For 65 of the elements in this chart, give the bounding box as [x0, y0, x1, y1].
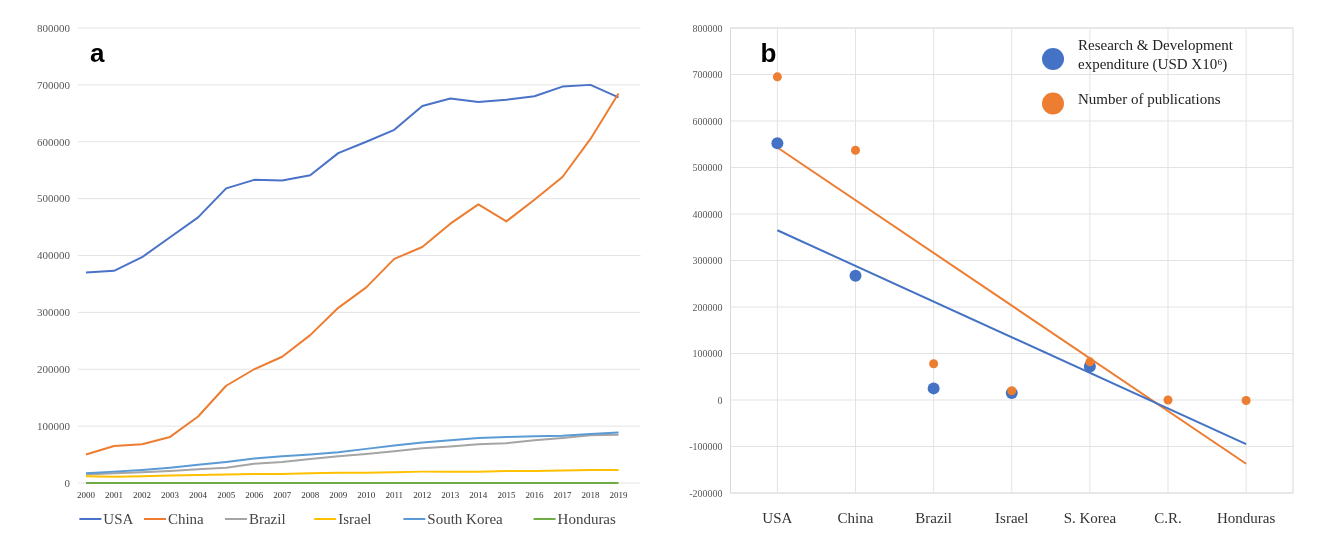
- annotation: b: [760, 38, 777, 68]
- x-tick-label: 2003: [161, 490, 180, 500]
- x-tick-label: Israel: [995, 510, 1029, 526]
- y-tick-label: -100000: [689, 441, 723, 452]
- y-tick-label: 700000: [37, 78, 71, 91]
- x-tick-label: 2015: [497, 490, 516, 500]
- point: [927, 382, 940, 395]
- x-tick-label: Brazil: [915, 510, 952, 526]
- x-tick-label: 2000: [77, 490, 96, 500]
- y-tick-label: 800000: [37, 21, 71, 34]
- y-tick-label: 300000: [692, 255, 723, 266]
- y-tick-label: 600000: [37, 135, 71, 148]
- x-tick-label: 2007: [273, 490, 292, 500]
- x-tick-label: 2011: [385, 490, 404, 500]
- x-tick-label: Honduras: [1216, 510, 1276, 526]
- x-tick-label: USA: [762, 510, 793, 526]
- y-tick-label: 400000: [37, 249, 71, 262]
- annotation: a: [90, 38, 105, 68]
- y-tick-label: 800000: [692, 22, 723, 34]
- x-tick-label: 2012: [413, 490, 432, 500]
- y-tick-label: -200000: [689, 487, 723, 499]
- point: [771, 137, 784, 150]
- y-tick-label: 500000: [37, 192, 71, 205]
- x-tick-label: 2009: [329, 490, 348, 500]
- point: [1085, 357, 1095, 367]
- y-tick-label: 700000: [692, 69, 723, 80]
- x-tick-label: 2001: [105, 490, 124, 500]
- x-tick-label: 2013: [441, 490, 460, 500]
- y-tick-label: 0: [717, 394, 723, 406]
- y-tick-label: 300000: [37, 306, 71, 319]
- x-tick-label: 2005: [217, 490, 236, 500]
- x-tick-label: China: [837, 510, 874, 526]
- y-tick-label: 0: [64, 476, 71, 489]
- y-tick-label: 400000: [692, 208, 723, 220]
- point: [849, 269, 862, 282]
- x-tick-label: S. Korea: [1063, 510, 1117, 526]
- y-tick-label: 200000: [692, 301, 723, 313]
- x-tick-label: C.R.: [1154, 510, 1182, 526]
- x-tick-label: 2017: [553, 490, 572, 500]
- y-tick-label: 200000: [37, 363, 71, 376]
- point: [1241, 395, 1251, 405]
- point: [1007, 386, 1017, 396]
- legend-label: Research & Development expenditure (USD X10⁶): [1078, 37, 1234, 73]
- point: [1163, 395, 1173, 405]
- x-tick-label: 2018: [581, 490, 600, 500]
- x-tick-label: 2014: [469, 490, 488, 500]
- legend-label: Number of publications: [1078, 91, 1221, 107]
- line-series: [85, 92, 620, 456]
- x-tick-label: 2010: [357, 490, 376, 500]
- x-tick-label: 2002: [133, 490, 152, 500]
- y-tick-label: 100000: [692, 348, 723, 359]
- x-tick-label: 2006: [245, 490, 264, 500]
- x-tick-label: 2008: [301, 490, 320, 500]
- line-series: [85, 468, 620, 478]
- x-tick-label: 2019: [609, 490, 628, 500]
- y-tick-label: 600000: [692, 115, 723, 127]
- point: [772, 72, 782, 82]
- point: [929, 359, 939, 369]
- point: [851, 145, 860, 155]
- line-series: [85, 83, 620, 274]
- y-tick-label: 100000: [37, 419, 71, 432]
- legend-label: South Korea: [427, 511, 504, 528]
- y-tick-label: 500000: [692, 162, 723, 173]
- x-tick-label: 2016: [525, 490, 544, 500]
- x-tick-label: 2004: [189, 490, 208, 500]
